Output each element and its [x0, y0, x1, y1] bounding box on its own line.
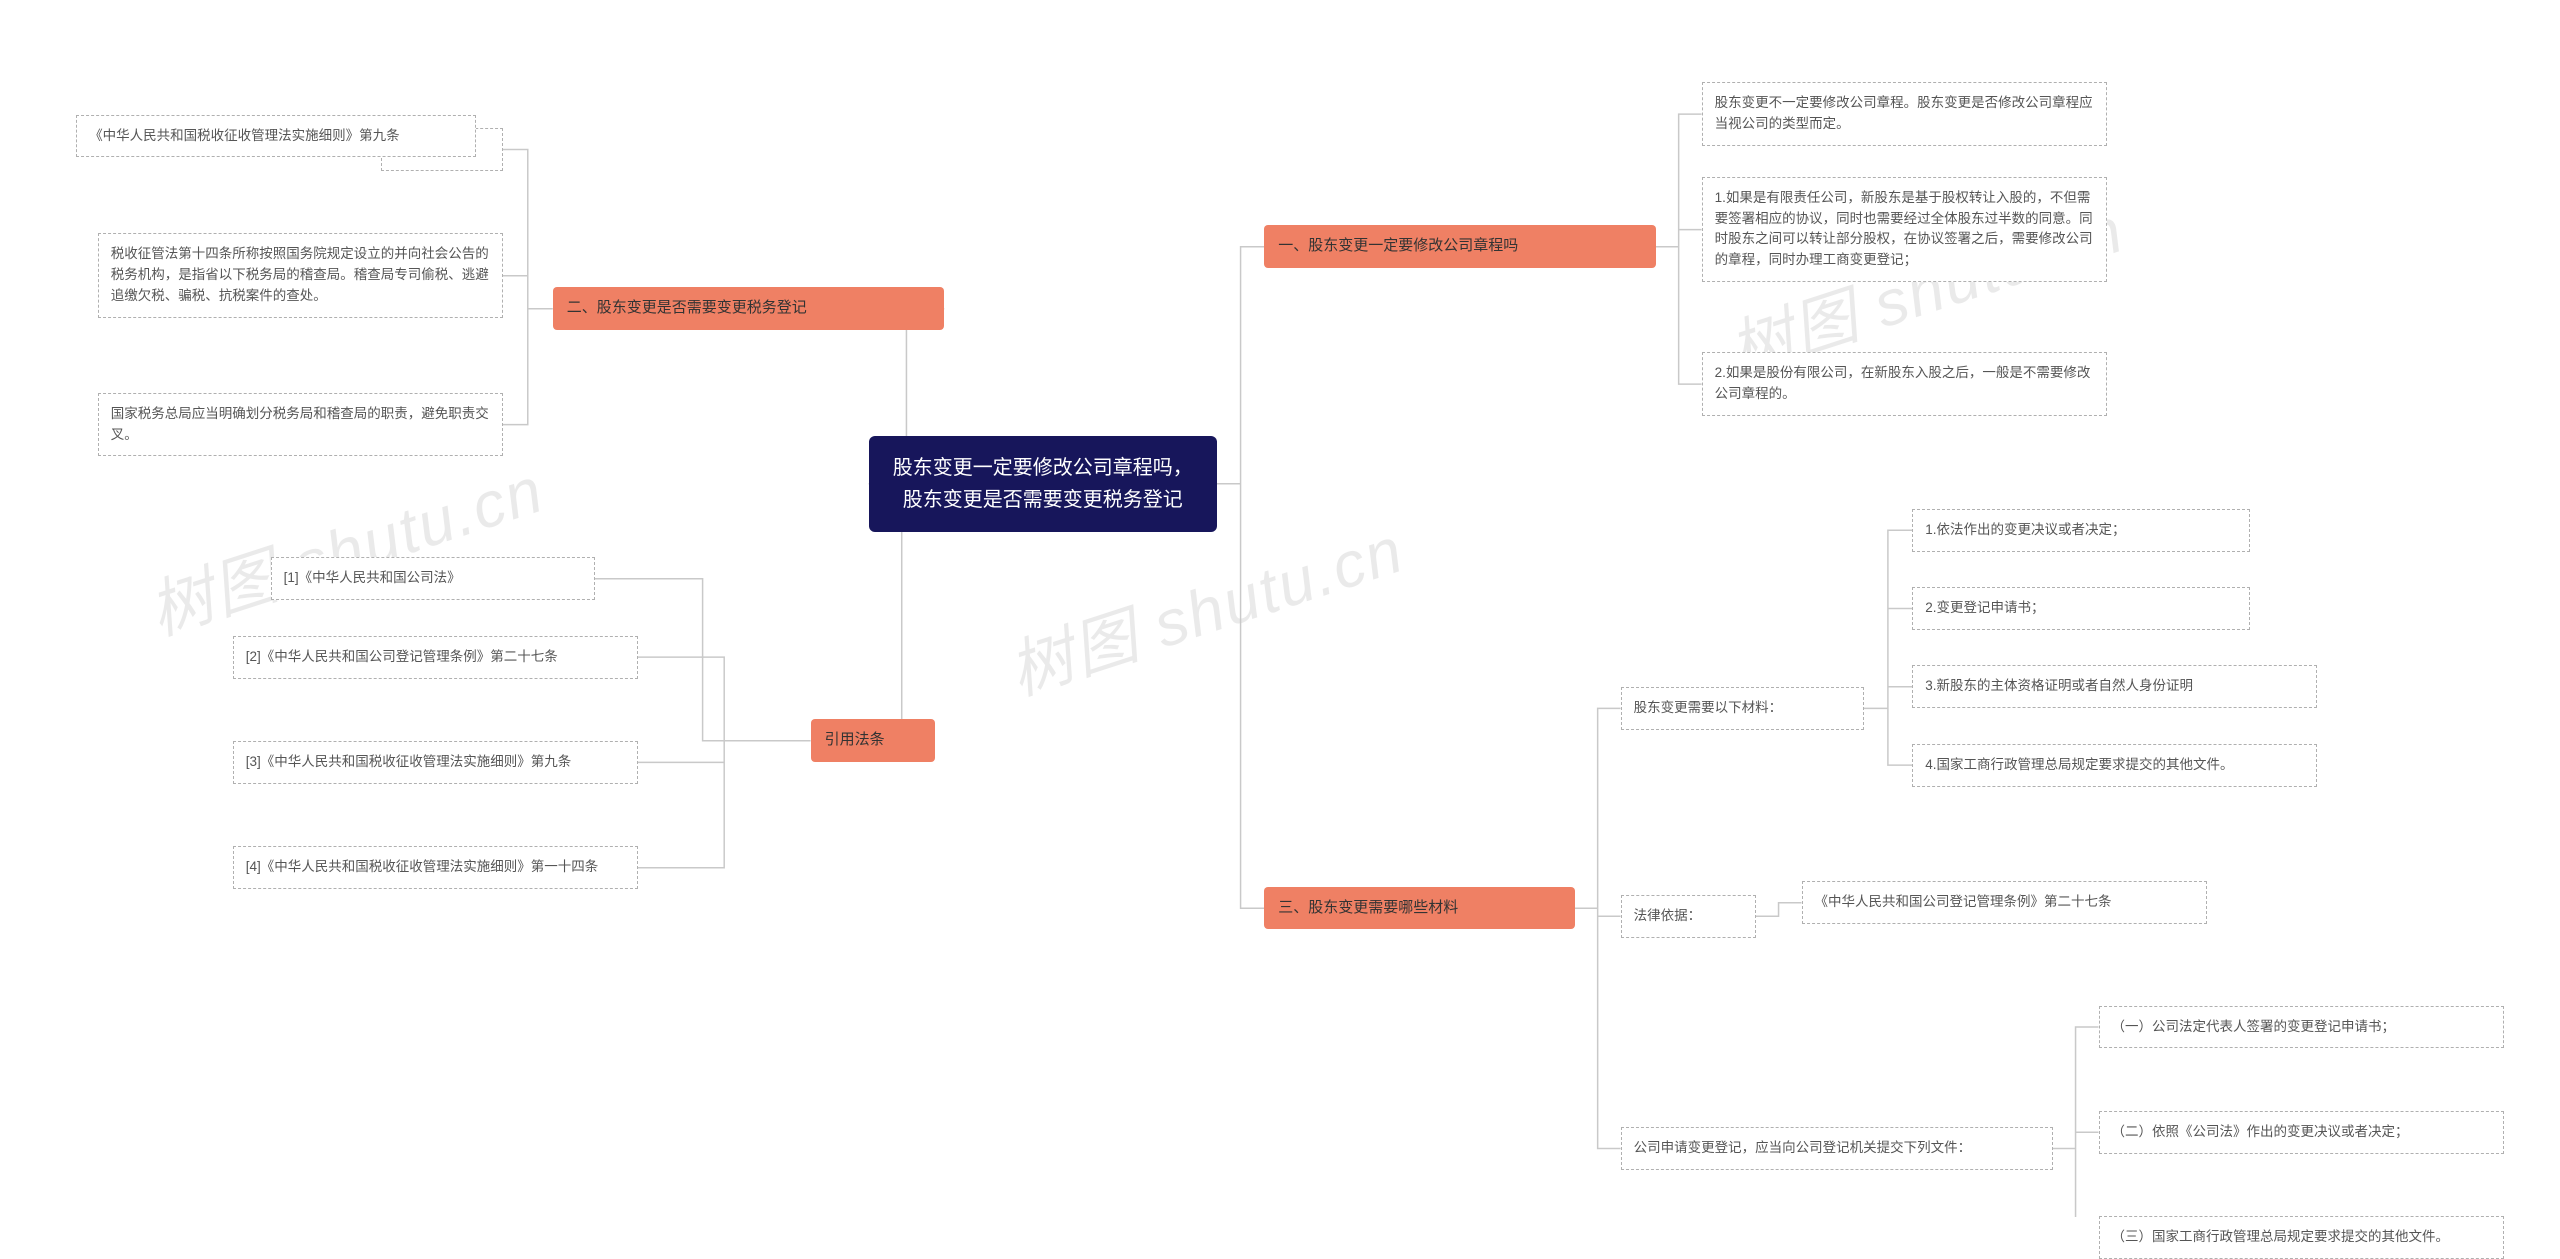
leaf-node: （一）公司法定代表人签署的变更登记申请书；: [2099, 1006, 2504, 1049]
leaf-node: 公司申请变更登记，应当向公司登记机关提交下列文件：: [1621, 1127, 2053, 1170]
leaf-node: 税收征管法第十四条所称按照国务院规定设立的并向社会公告的税务机构，是指省以下税务…: [98, 233, 503, 318]
leaf-node: [3]《中华人民共和国税收征收管理法实施细则》第九条: [233, 741, 638, 784]
leaf-node: [1]《中华人民共和国公司法》: [271, 557, 595, 600]
leaf-node: 1.依法作出的变更决议或者决定；: [1912, 509, 2250, 552]
leaf-node: （二）依照《公司法》作出的变更决议或者决定；: [2099, 1111, 2504, 1154]
branch-section-1: 一、股东变更一定要修改公司章程吗: [1264, 225, 1656, 268]
leaf-node: 《中华人民共和国公司登记管理条例》第二十七条: [1802, 881, 2207, 924]
branch-references: 引用法条: [811, 719, 935, 762]
branch-section-3: 三、股东变更需要哪些材料: [1264, 887, 1575, 930]
leaf-node: [2]《中华人民共和国公司登记管理条例》第二十七条: [233, 636, 638, 679]
leaf-node: [4]《中华人民共和国税收征收管理法实施细则》第一十四条: [233, 846, 638, 889]
leaf-node: 法律依据：: [1621, 895, 1756, 938]
leaf-node: 《中华人民共和国税收征收管理法实施细则》第九条: [76, 115, 476, 158]
leaf-node: 2.如果是股份有限公司，在新股东入股之后，一般是不需要修改公司章程的。: [1702, 352, 2107, 416]
branch-section-2: 二、股东变更是否需要变更税务登记: [553, 287, 945, 330]
leaf-node: 1.如果是有限责任公司，新股东是基于股权转让入股的，不但需要签署相应的协议，同时…: [1702, 177, 2107, 283]
leaf-node: 4.国家工商行政管理总局规定要求提交的其他文件。: [1912, 744, 2317, 787]
leaf-node: 股东变更不一定要修改公司章程。股东变更是否修改公司章程应当视公司的类型而定。: [1702, 82, 2107, 146]
leaf-node: 股东变更需要以下材料：: [1621, 687, 1864, 730]
leaf-node: 3.新股东的主体资格证明或者自然人身份证明: [1912, 665, 2317, 708]
leaf-node: 2.变更登记申请书；: [1912, 587, 2250, 630]
watermark: 树图 shutu.cn: [136, 439, 554, 653]
leaf-node: （三）国家工商行政管理总局规定要求提交的其他文件。: [2099, 1216, 2504, 1259]
root-node: 股东变更一定要修改公司章程吗，股东变更是否需要变更税务登记: [869, 436, 1217, 532]
leaf-node: 国家税务总局应当明确划分税务局和稽查局的职责，避免职责交叉。: [98, 393, 503, 457]
